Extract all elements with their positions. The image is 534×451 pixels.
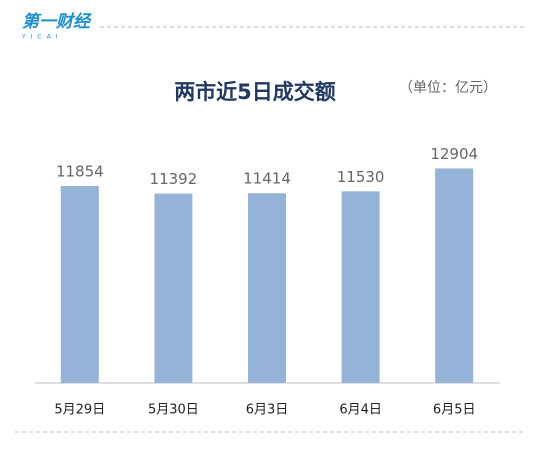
- value-label: 11414: [243, 170, 291, 188]
- x-tick-label: 5月29日: [54, 403, 105, 418]
- value-label: 11530: [337, 168, 385, 186]
- bar: [60, 185, 99, 383]
- x-tick-label: 5月30日: [148, 403, 199, 418]
- value-label: 11392: [150, 170, 198, 188]
- x-tick-label: 6月3日: [246, 403, 289, 418]
- logo-sub: YICAI: [21, 34, 63, 41]
- value-label: 12904: [430, 145, 478, 163]
- chart-title: 两市近5日成交额: [174, 80, 336, 104]
- bar: [154, 193, 193, 383]
- bar: [341, 191, 380, 383]
- logo: 第一财经: [22, 12, 92, 32]
- unit-note: （单位：亿元）: [399, 80, 497, 96]
- bar: [248, 193, 286, 383]
- x-tick-label: 6月5日: [433, 403, 476, 418]
- x-tick-label: 6月4日: [339, 403, 382, 418]
- bar: [435, 168, 474, 383]
- value-label: 11854: [56, 162, 104, 180]
